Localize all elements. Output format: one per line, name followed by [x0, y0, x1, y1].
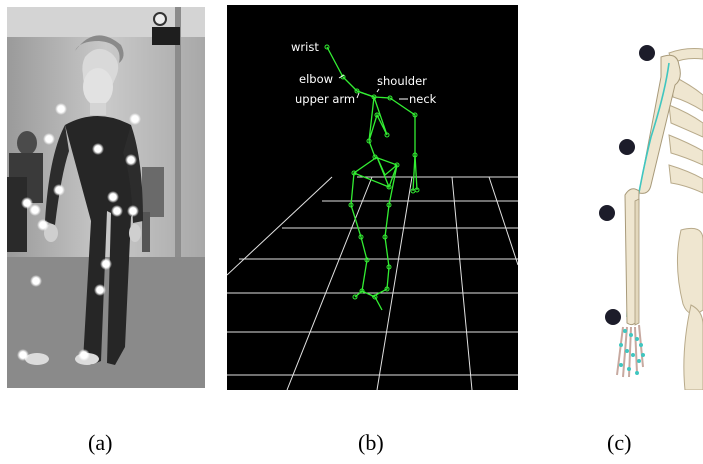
label-elbow: elbow — [299, 72, 333, 86]
humerus — [638, 54, 681, 194]
label-neck: neck — [409, 92, 437, 106]
photo-illustration — [7, 7, 205, 388]
skeleton-render: wrist elbow upper arm shoulder neck — [227, 5, 518, 390]
femur — [683, 304, 703, 390]
label-shoulder: shoulder — [377, 74, 427, 88]
label-leaders — [338, 74, 408, 100]
hand-muscle-points — [619, 329, 645, 375]
motion-capture-photo — [7, 7, 205, 388]
performer — [25, 35, 143, 365]
camera-icon — [152, 27, 180, 45]
skeleton-figure: wrist elbow upper arm shoulder neck — [227, 5, 518, 390]
label-wrist: wrist — [291, 40, 319, 54]
musculoskeletal-model — [541, 5, 703, 390]
bone-model-figure — [541, 5, 703, 390]
joint-labels: wrist elbow upper arm shoulder neck — [291, 40, 437, 106]
caption-a: (a) — [88, 430, 113, 455]
floor-grid — [227, 176, 518, 390]
caption-b: (b) — [358, 430, 384, 455]
ribcage — [668, 74, 703, 194]
virtual-markers — [599, 45, 655, 325]
label-upper-arm: upper arm — [295, 92, 355, 106]
caption-c: (c) — [607, 430, 632, 455]
reflective-markers — [17, 103, 141, 361]
